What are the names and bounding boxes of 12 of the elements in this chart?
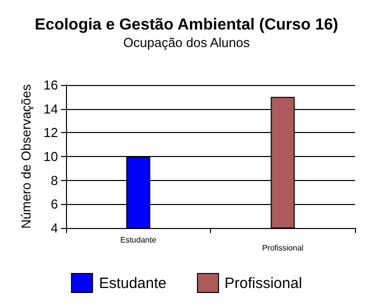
- y-tick-label: 4: [50, 220, 58, 236]
- chart-title: Ecologia e Gestão Ambiental (Curso 16): [34, 16, 338, 34]
- y-tick-label: 6: [50, 196, 58, 212]
- y-tick-label: 12: [44, 125, 58, 140]
- chart-subtitle: Ocupação dos Alunos: [123, 35, 250, 50]
- y-tick-label: 8: [50, 172, 58, 188]
- y-tick-label: 16: [44, 78, 58, 92]
- y-tick-label: 10: [44, 149, 58, 164]
- text: Profissional: [262, 244, 304, 252]
- series-label: Estudante: [120, 236, 157, 244]
- y-axis-title: Número de Observações: [18, 84, 34, 229]
- y-tick-label: 14: [44, 101, 58, 116]
